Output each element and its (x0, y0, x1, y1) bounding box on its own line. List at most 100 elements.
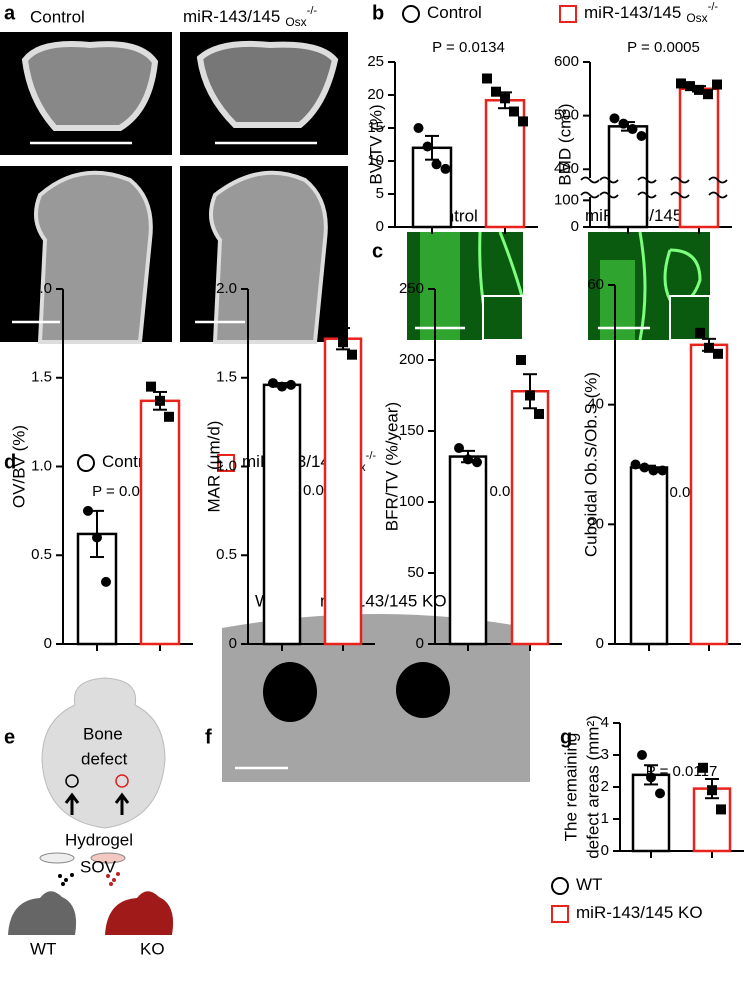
data-point (713, 348, 723, 359)
data-point (630, 459, 641, 470)
data-point (712, 79, 722, 90)
y-axis-label: BV/TV (%) (366, 104, 385, 184)
data-point (695, 327, 705, 338)
y-tick-label: 5 (376, 185, 384, 202)
y-tick-label: 1.5 (31, 369, 52, 386)
axis-break-mark (599, 191, 619, 199)
diagram-label: defect (81, 749, 128, 768)
y-tick-label: 1.5 (216, 369, 237, 386)
bar (631, 773, 671, 853)
y-tick-label: 100 (554, 191, 579, 208)
data-point (704, 342, 714, 353)
axis-break-mark (637, 191, 657, 199)
data-point (657, 465, 668, 476)
data-point (676, 78, 686, 89)
panel-letter: c (372, 240, 383, 262)
legend-label: miR-143/145 KO (576, 903, 703, 922)
data-point (609, 113, 620, 124)
data-point (534, 408, 544, 419)
bar (607, 125, 649, 229)
bar (448, 455, 488, 646)
axis-break-mark (708, 191, 728, 199)
data-point (698, 762, 708, 773)
axis-break-mark (708, 176, 728, 184)
y-tick-label: 150 (399, 422, 424, 439)
data-point (92, 532, 102, 543)
panel-letter: b (372, 2, 384, 24)
data-point (164, 411, 174, 422)
legend-label: miR-143/145 Osx-/- (584, 1, 718, 25)
skull-diagram (8, 677, 174, 935)
y-tick-label: 50 (407, 564, 424, 581)
y-axis-label: BMD (cm³) (555, 103, 574, 185)
y-tick-label: 0 (601, 842, 609, 859)
axis-break-mark (637, 176, 657, 184)
y-tick-label: 20 (587, 515, 604, 532)
bar (323, 337, 363, 646)
y-tick-label: 500 (554, 107, 579, 124)
axis-break-mark (670, 176, 690, 184)
bar (411, 146, 453, 229)
panel-letter: e (4, 726, 15, 748)
legend-marker (77, 454, 95, 472)
y-tick-label: 0 (44, 635, 52, 652)
axis-break-mark (670, 191, 690, 199)
legend-label: Control (427, 3, 482, 22)
data-point (491, 86, 501, 97)
y-tick-label: 100 (399, 493, 424, 510)
label-sub: Osx (285, 15, 306, 29)
data-point (685, 81, 695, 92)
ct-image (222, 614, 530, 782)
panel-letter: a (4, 2, 16, 24)
diagram-label: SOV (80, 857, 117, 876)
diagram-label: Hydrogel (65, 830, 133, 849)
bar (678, 87, 720, 229)
bar (139, 399, 181, 646)
y-tick-label: 0 (416, 635, 424, 652)
y-tick-label: 2 (601, 778, 609, 795)
y-tick-label: 3 (601, 746, 609, 763)
data-point (482, 73, 492, 84)
legend-sub: Osx (686, 11, 707, 25)
data-point (655, 788, 665, 799)
legend-label: WT (576, 875, 602, 894)
y-tick-label: 40 (587, 396, 604, 413)
y-tick-label: 1 (601, 810, 609, 827)
data-point (463, 454, 473, 465)
data-point (472, 457, 482, 468)
bar (262, 383, 302, 646)
diagram-label: KO (140, 939, 165, 958)
y-tick-label: 0.5 (216, 546, 237, 563)
data-point (639, 462, 650, 473)
data-point (627, 124, 638, 135)
y-tick-label: 25 (367, 53, 384, 70)
y-tick-label: 400 (554, 160, 579, 177)
p-value: P = 0.0134 (432, 39, 505, 56)
p-value: P = 0.0005 (627, 39, 700, 56)
y-tick-label: 0.5 (31, 546, 52, 563)
panel-letter: d (4, 451, 16, 473)
data-point (500, 93, 510, 104)
data-point (83, 505, 93, 516)
data-point (716, 804, 726, 815)
y-tick-label: 1.0 (31, 457, 52, 474)
legend-text: miR-143/145 (584, 3, 681, 22)
legend-text: Control (427, 3, 482, 22)
data-point (422, 141, 433, 152)
data-point (618, 118, 629, 129)
data-point (286, 379, 296, 390)
data-point (648, 465, 659, 476)
y-tick-label: 60 (587, 276, 604, 293)
data-point (277, 381, 287, 392)
bar (484, 99, 526, 229)
legend-marker (217, 454, 235, 472)
data-point (646, 772, 656, 783)
data-point (347, 349, 357, 360)
label-text: miR-143/145 (183, 7, 280, 26)
bar (510, 389, 550, 646)
y-tick-label: 2.0 (216, 280, 237, 297)
y-tick-label: 0 (571, 218, 579, 235)
bar (629, 466, 669, 646)
legend-sup: -/- (708, 1, 719, 13)
y-tick-label: 2.0 (31, 280, 52, 297)
